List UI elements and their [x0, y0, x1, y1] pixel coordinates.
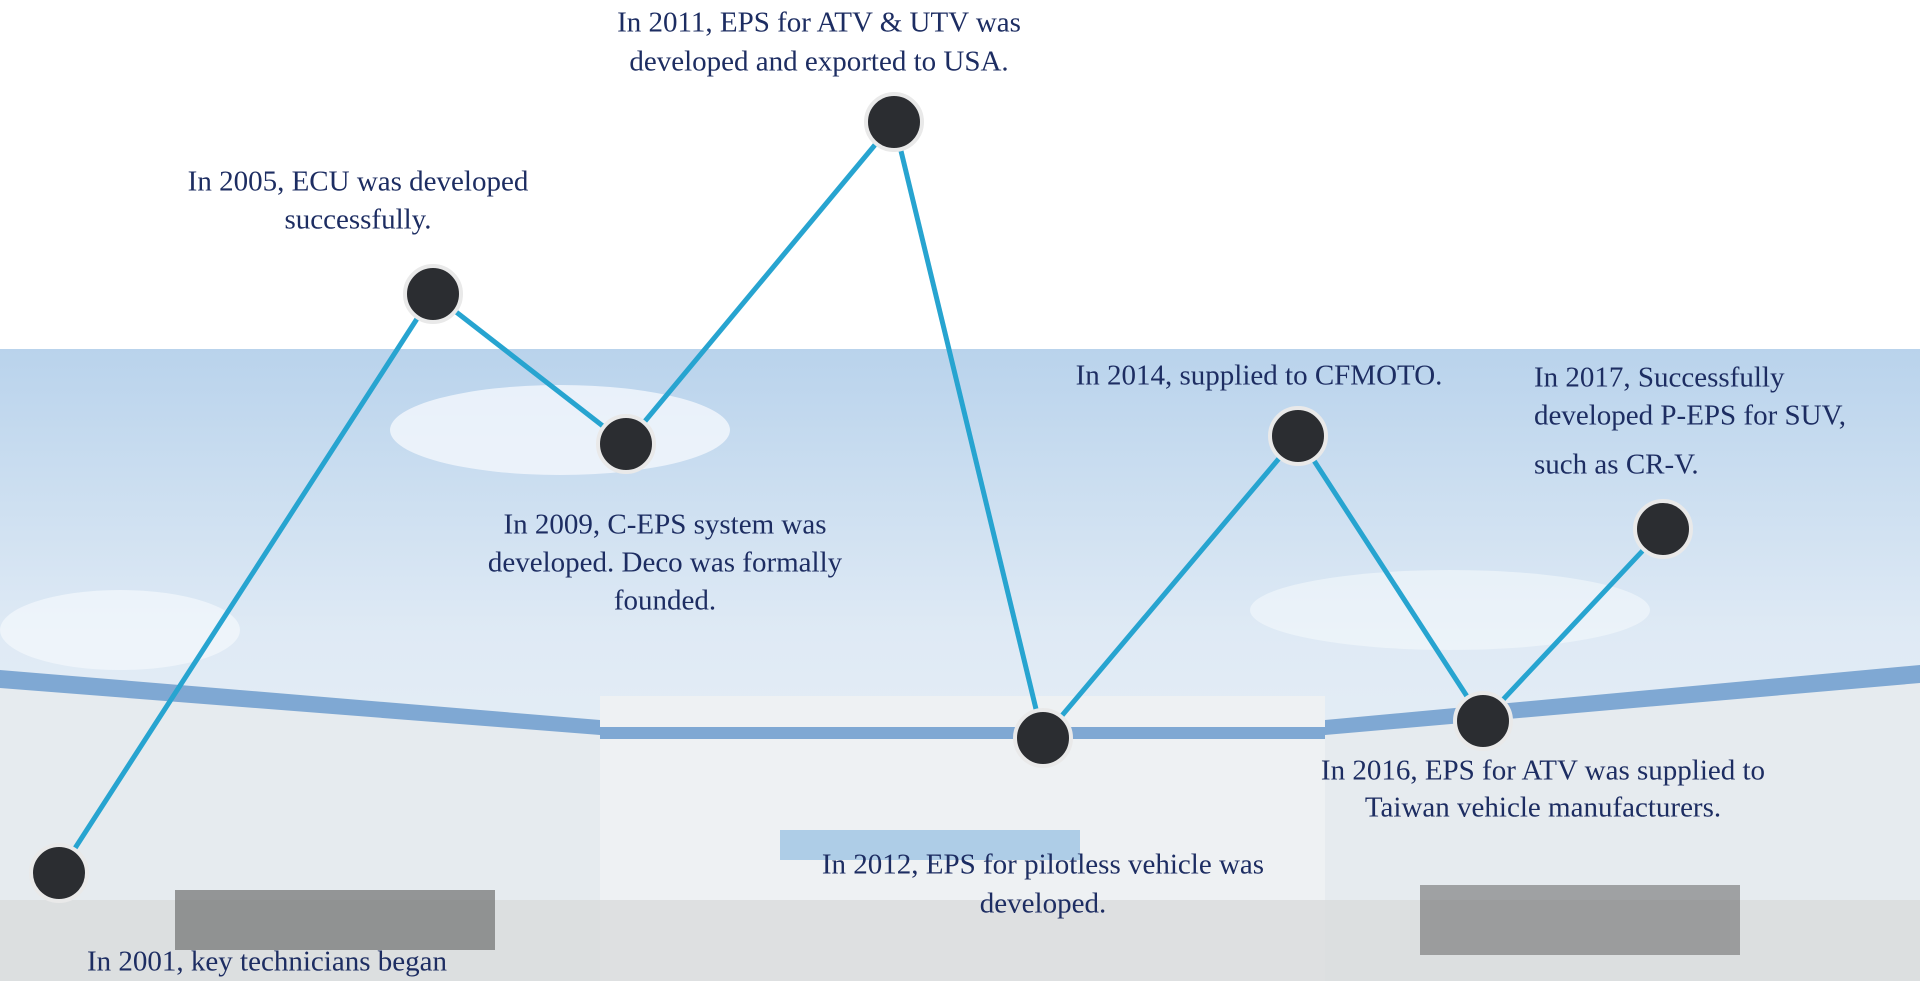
timeline-node: [1270, 408, 1326, 464]
timeline-node: [866, 94, 922, 150]
page: {"milestones": [ {"lines": ["In 2001, ke…: [0, 0, 1920, 981]
milestone-text: In 2009, C-EPS system was: [503, 509, 826, 541]
milestone-text: In 2011, EPS for ATV & UTV was: [617, 7, 1021, 39]
timeline-node: [31, 845, 87, 901]
milestone-text: founded.: [614, 585, 716, 617]
milestone-text: In 2016, EPS for ATV was supplied to: [1321, 755, 1765, 787]
timeline-node: [405, 266, 461, 322]
timeline-node: [598, 416, 654, 472]
timeline-node: [1015, 710, 1071, 766]
milestone-text: developed and exported to USA.: [629, 46, 1008, 78]
milestone-text: In 2017, Successfully: [1534, 362, 1785, 394]
milestone-text: In 2005, ECU was developed: [188, 166, 529, 198]
milestone-text: In 2012, EPS for pilotless vehicle was: [822, 849, 1264, 881]
milestone-text: developed. Deco was formally: [488, 547, 843, 579]
milestone-text: developed P-EPS for SUV,: [1534, 400, 1846, 432]
timeline: In 2001, key technicians began In 2005, E…: [0, 0, 1920, 981]
milestone-text: In 2014, supplied to CFMOTO.: [1076, 360, 1443, 392]
milestone-text: In 2001, key technicians began: [87, 946, 447, 978]
milestone-text: Taiwan vehicle manufacturers.: [1365, 792, 1721, 824]
milestone-text: such as CR-V.: [1534, 449, 1699, 481]
timeline-node: [1635, 501, 1691, 557]
milestone-text: developed.: [980, 888, 1106, 920]
milestone-text: successfully.: [284, 204, 431, 236]
timeline-node: [1455, 693, 1511, 749]
background-photo: [0, 349, 1920, 981]
